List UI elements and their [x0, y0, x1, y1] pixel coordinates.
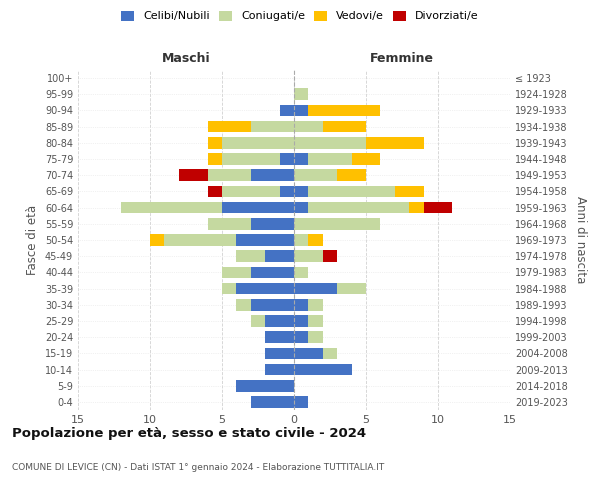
Bar	[208, 170, 251, 181]
Bar	[337, 282, 366, 294]
Bar	[208, 153, 222, 165]
Bar	[323, 250, 337, 262]
Bar	[294, 364, 352, 376]
Bar	[222, 186, 280, 198]
Bar	[251, 266, 294, 278]
Bar	[294, 137, 366, 148]
Bar	[251, 121, 294, 132]
Bar	[222, 202, 294, 213]
Bar	[409, 202, 424, 213]
Text: Popolazione per età, sesso e stato civile - 2024: Popolazione per età, sesso e stato civil…	[12, 428, 366, 440]
Bar	[236, 380, 294, 392]
Y-axis label: Anni di nascita: Anni di nascita	[574, 196, 587, 284]
Bar	[308, 104, 380, 117]
Bar	[366, 137, 424, 148]
Bar	[294, 153, 308, 165]
Bar	[308, 299, 323, 310]
Bar	[265, 250, 294, 262]
Bar	[294, 186, 308, 198]
Bar	[179, 170, 208, 181]
Bar	[208, 121, 251, 132]
Bar	[308, 332, 323, 343]
Bar	[222, 266, 251, 278]
Bar	[236, 250, 265, 262]
Bar	[121, 202, 222, 213]
Bar	[265, 348, 294, 359]
Bar	[236, 282, 294, 294]
Bar	[251, 315, 265, 327]
Y-axis label: Fasce di età: Fasce di età	[26, 205, 39, 275]
Bar	[294, 315, 308, 327]
Bar	[236, 234, 294, 246]
Bar	[251, 396, 294, 407]
Bar	[150, 234, 164, 246]
Bar	[251, 218, 294, 230]
Bar	[208, 218, 251, 230]
Bar	[308, 315, 323, 327]
Bar	[236, 299, 251, 310]
Bar	[294, 104, 308, 117]
Bar	[164, 234, 236, 246]
Bar	[294, 88, 308, 100]
Bar	[294, 266, 308, 278]
Bar	[294, 121, 323, 132]
Bar	[208, 186, 222, 198]
Bar	[265, 364, 294, 376]
Bar	[308, 202, 409, 213]
Bar	[308, 153, 352, 165]
Bar	[395, 186, 424, 198]
Text: COMUNE DI LEVICE (CN) - Dati ISTAT 1° gennaio 2024 - Elaborazione TUTTITALIA.IT: COMUNE DI LEVICE (CN) - Dati ISTAT 1° ge…	[12, 462, 384, 471]
Bar	[323, 348, 337, 359]
Bar	[251, 299, 294, 310]
Bar	[208, 137, 222, 148]
Bar	[294, 332, 308, 343]
Bar	[280, 153, 294, 165]
Bar	[265, 332, 294, 343]
Bar	[280, 104, 294, 117]
Bar	[294, 282, 337, 294]
Bar	[294, 170, 337, 181]
Bar	[337, 170, 366, 181]
Bar	[294, 250, 323, 262]
Bar	[251, 170, 294, 181]
Bar	[222, 137, 294, 148]
Text: Femmine: Femmine	[370, 52, 434, 65]
Legend: Celibi/Nubili, Coniugati/e, Vedovi/e, Divorziati/e: Celibi/Nubili, Coniugati/e, Vedovi/e, Di…	[121, 10, 479, 22]
Bar	[222, 282, 236, 294]
Bar	[222, 153, 280, 165]
Bar	[294, 218, 380, 230]
Text: Maschi: Maschi	[161, 52, 211, 65]
Bar	[265, 315, 294, 327]
Bar	[294, 202, 308, 213]
Bar	[308, 186, 395, 198]
Bar	[352, 153, 380, 165]
Bar	[280, 186, 294, 198]
Bar	[294, 348, 323, 359]
Bar	[323, 121, 366, 132]
Bar	[294, 299, 308, 310]
Bar	[308, 234, 323, 246]
Bar	[424, 202, 452, 213]
Bar	[294, 234, 308, 246]
Bar	[294, 396, 308, 407]
